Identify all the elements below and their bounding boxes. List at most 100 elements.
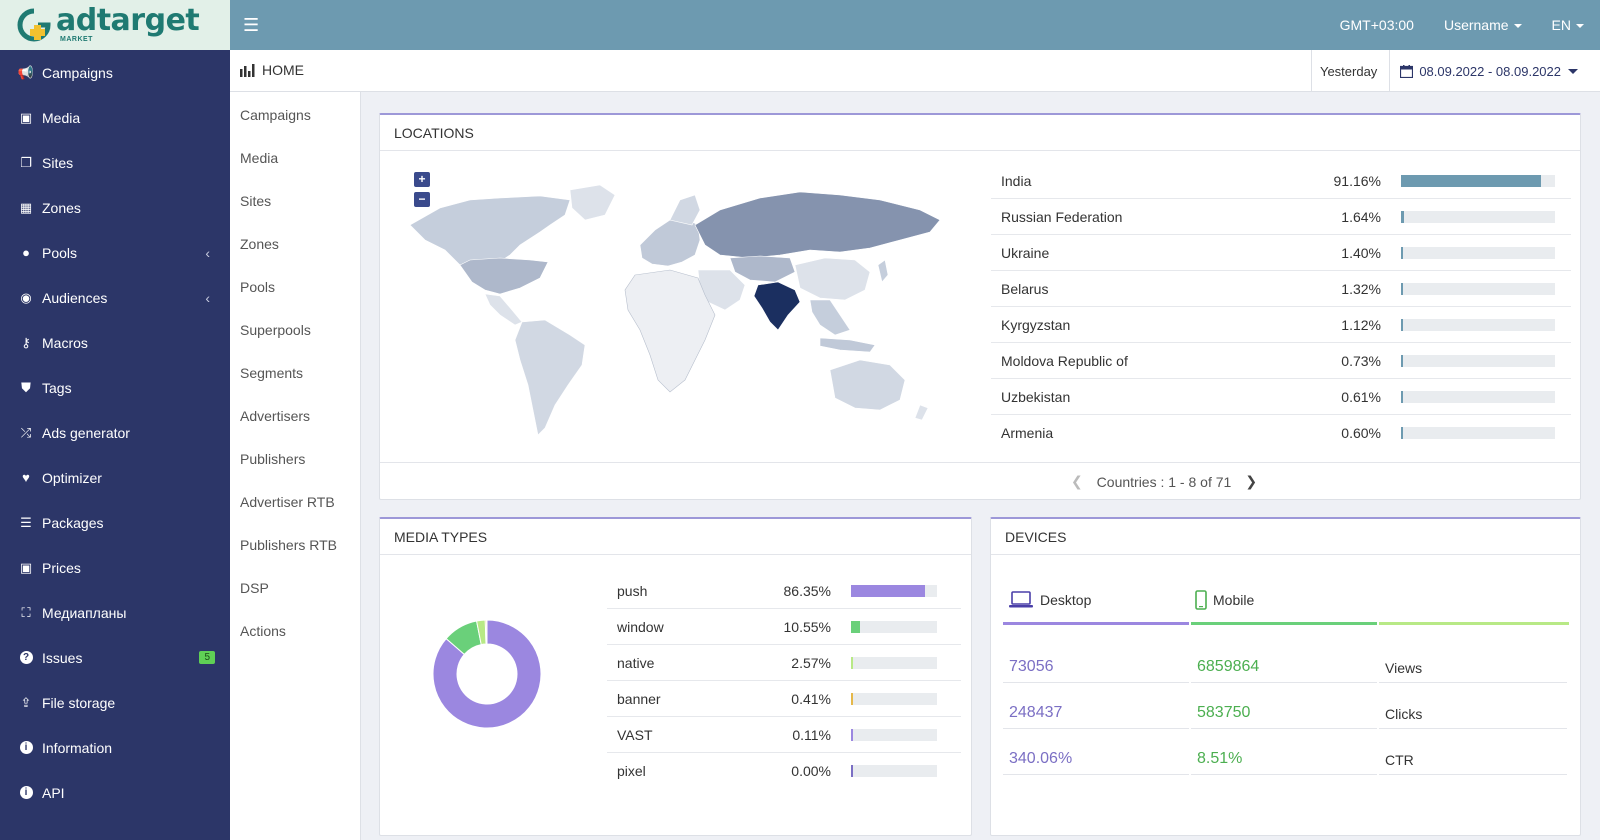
country-name: Russian Federation	[1001, 208, 1123, 225]
language-menu[interactable]: EN	[1552, 17, 1584, 33]
circle-icon: ●	[22, 245, 30, 260]
sidebar-item-optimizer[interactable]: ♥ Optimizer	[0, 455, 230, 500]
subnav-item-pools[interactable]: Pools	[240, 278, 276, 295]
sidebar-item-ads-generator[interactable]: ⤮ Ads generator	[0, 410, 230, 455]
sidebar-item-sites[interactable]: ❐ Sites	[0, 140, 230, 185]
date-picker: Yesterday 08.09.2022 - 08.09.2022	[1310, 50, 1600, 92]
next-page-icon[interactable]: ❯	[1245, 473, 1258, 489]
user-menu[interactable]: Username	[1444, 17, 1522, 33]
metric-label: Views	[1379, 637, 1567, 683]
mobile-underline	[1191, 622, 1377, 625]
table-row: window 10.55%	[607, 609, 961, 645]
pager-text: Countries : 1 - 8 of 71	[1096, 473, 1232, 490]
sidebar-item-file-storage[interactable]: ⇪ File storage	[0, 680, 230, 725]
subnav-item-campaigns[interactable]: Campaigns	[240, 106, 311, 123]
sidebar-item-information[interactable]: i Information	[0, 725, 230, 770]
sidebar-item-zones[interactable]: ▦ Zones	[0, 185, 230, 230]
date-range-text: 08.09.2022 - 08.09.2022	[1419, 63, 1561, 79]
sidebar-item-issues[interactable]: ? Issues 5	[0, 635, 230, 680]
donut-slice-push[interactable]	[432, 619, 542, 729]
media-type-bar-fill	[851, 656, 854, 669]
media-types-table: push 86.35% window 10.55% native 2.57% banner 0…	[607, 573, 961, 789]
sidebar-item-label: Sites	[42, 154, 74, 171]
locations-panel: LOCATIONS	[379, 113, 1581, 500]
sidebar-item-media[interactable]: ▣ Media	[0, 95, 230, 140]
date-preset[interactable]: Yesterday	[1312, 50, 1391, 92]
media-type-bar	[851, 656, 937, 669]
sidebar-item-prices[interactable]: ▣ Prices	[0, 545, 230, 590]
country-percent: 1.40%	[1341, 244, 1381, 261]
devices-stats: 73056 6859864 Views 248437 583750 Clicks 340.0…	[1003, 637, 1571, 775]
sidebar-item-campaigns[interactable]: 📢 Campaigns	[0, 50, 230, 95]
media-type-bar	[851, 620, 937, 633]
media-type-bar	[851, 765, 937, 777]
media-type-name: banner	[617, 690, 661, 707]
country-name: Armenia	[1001, 425, 1054, 441]
logo[interactable]: adtarget MARKET	[0, 0, 230, 50]
sites-icon: ❐	[20, 154, 32, 170]
chevron-down-icon	[1568, 68, 1578, 74]
menu-toggle-icon[interactable]: ☰	[243, 15, 260, 35]
media-type-bar-fill	[851, 692, 854, 705]
sidebar-item-tags[interactable]: ⛊ Tags	[0, 365, 230, 410]
media-types-donut-chart	[432, 619, 542, 729]
language-label: EN	[1551, 17, 1571, 33]
media-type-percent: 0.11%	[792, 726, 831, 743]
table-row: India 91.16%	[991, 163, 1571, 199]
subnav-item-actions[interactable]: Actions	[240, 622, 286, 639]
subnav-item-publishers-rtb[interactable]: Publishers RTB	[240, 536, 338, 553]
tab-desktop[interactable]: Desktop	[1003, 575, 1189, 625]
sidebar-item-label: Issues	[42, 649, 83, 666]
subnav-item-advertiser-rtb[interactable]: Advertiser RTB	[240, 493, 335, 510]
country-bar-fill	[1401, 174, 1542, 187]
mobile-phone-icon	[1195, 590, 1207, 610]
desktop-value: 248437	[1003, 683, 1189, 729]
subnav-item-segments[interactable]: Segments	[240, 364, 304, 381]
key-icon: ⚷	[21, 334, 31, 350]
subnav-item-dsp[interactable]: DSP	[240, 579, 269, 596]
date-range-button[interactable]: 08.09.2022 - 08.09.2022	[1390, 64, 1600, 79]
mobile-value: 6859864	[1191, 637, 1377, 683]
subnav-item-publishers[interactable]: Publishers	[240, 450, 306, 467]
tab-mobile-label: Mobile	[1213, 592, 1255, 608]
country-name: Moldova Republic of	[1001, 352, 1128, 369]
zoom-out-button[interactable]: −	[414, 192, 430, 207]
tab-mobile[interactable]: Mobile	[1189, 575, 1375, 625]
chevron-down-icon	[1576, 24, 1584, 29]
country-bar-fill	[1401, 318, 1404, 331]
sidebar-item-label: Ads generator	[42, 424, 130, 441]
sidebar-item-label: Optimizer	[42, 469, 102, 486]
country-bar-fill	[1401, 354, 1404, 367]
sidebar-item-packages[interactable]: ☰ Packages	[0, 500, 230, 545]
subnav-item-advertisers[interactable]: Advertisers	[240, 407, 311, 424]
country-bar	[1401, 354, 1555, 367]
sidebar-item-label: Audiences	[42, 289, 108, 306]
subnav-item-superpools[interactable]: Superpools	[240, 321, 311, 338]
logo-subtitle: MARKET	[60, 36, 93, 43]
sidebar-item-pools[interactable]: ● Pools ‹	[0, 230, 230, 275]
country-name: India	[1001, 172, 1032, 189]
country-percent: 1.12%	[1341, 316, 1381, 333]
sidebar-item-api[interactable]: i API	[0, 770, 230, 815]
country-bar-fill	[1401, 282, 1404, 295]
zoom-in-button[interactable]: +	[414, 172, 430, 187]
mobile-value: 8.51%	[1191, 729, 1377, 775]
table-row: native 2.57%	[607, 645, 961, 681]
country-percent: 1.64%	[1341, 208, 1381, 225]
sidebar-item-macros[interactable]: ⚷ Macros	[0, 320, 230, 365]
table-row: Russian Federation 1.64%	[991, 199, 1571, 235]
sidebar-item-audiences[interactable]: ◉ Audiences ‹	[0, 275, 230, 320]
sidebar-item-медиапланы[interactable]: ⛶ Медиапланы	[0, 590, 230, 635]
previous-page-icon[interactable]: ❮	[1070, 473, 1083, 489]
locations-title: LOCATIONS	[380, 115, 1580, 151]
sidebar-item-label: Prices	[42, 559, 81, 576]
desktop-underline	[1003, 622, 1189, 625]
subnav-item-sites[interactable]: Sites	[240, 192, 272, 209]
subnav-item-zones[interactable]: Zones	[240, 235, 279, 252]
subnav-item-media[interactable]: Media	[240, 149, 279, 166]
metric-label: CTR	[1379, 729, 1567, 775]
world-map[interactable]: + −	[400, 170, 955, 445]
metric-label: Clicks	[1379, 683, 1567, 729]
desktop-value: 73056	[1003, 637, 1189, 683]
question-icon: ?	[18, 651, 34, 664]
